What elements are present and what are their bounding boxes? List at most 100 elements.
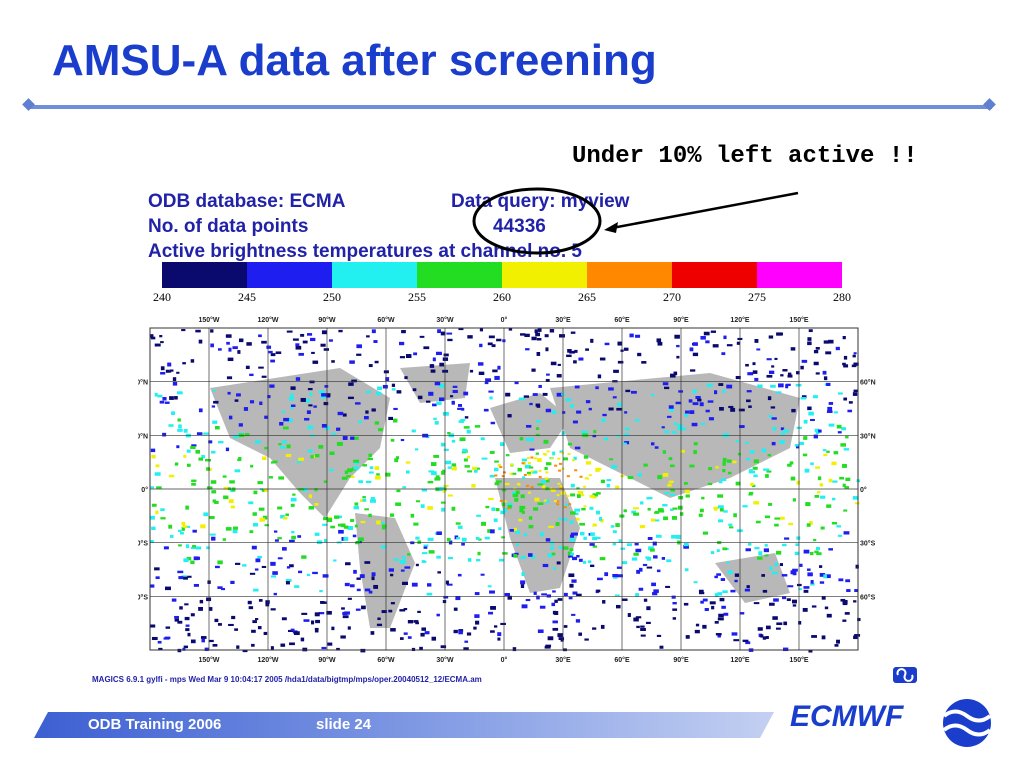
observation-point — [302, 487, 308, 492]
observation-point — [757, 384, 763, 388]
observation-point — [265, 603, 270, 607]
observation-point — [176, 371, 180, 374]
observation-point — [210, 329, 214, 333]
observation-point — [624, 427, 630, 431]
observation-point — [576, 410, 582, 414]
observation-point — [295, 345, 302, 350]
observation-point — [567, 551, 572, 556]
observation-point — [623, 509, 627, 513]
observation-point — [514, 498, 519, 502]
observation-point — [766, 470, 772, 473]
observation-point — [253, 588, 259, 592]
observation-point — [234, 562, 241, 565]
observation-point — [157, 394, 163, 398]
observation-point — [798, 621, 802, 625]
world-map: 150°W150°W120°W120°W90°W90°W60°W60°W30°W… — [138, 316, 876, 664]
observation-point — [816, 491, 821, 494]
observation-point — [502, 471, 506, 474]
observation-point — [799, 563, 803, 567]
observation-point — [608, 387, 614, 391]
observation-point — [451, 463, 457, 467]
observation-point — [546, 373, 550, 376]
observation-point — [769, 602, 775, 606]
observation-point — [718, 613, 724, 618]
observation-point — [308, 494, 312, 499]
database-label: ODB database: ECMA — [148, 191, 346, 212]
observation-point — [789, 461, 794, 465]
observation-point — [286, 418, 293, 423]
observation-point — [599, 357, 606, 361]
observation-point — [654, 511, 660, 514]
annotation-note: Under 10% left active !! — [572, 143, 918, 170]
observation-point — [572, 420, 578, 424]
observation-point — [832, 497, 836, 501]
observation-point — [342, 413, 347, 417]
observation-point — [520, 333, 526, 336]
observation-point — [509, 529, 514, 532]
observation-point — [765, 474, 769, 478]
observation-point — [393, 418, 398, 423]
observation-point — [693, 442, 698, 446]
observation-point — [446, 583, 453, 586]
observation-point — [666, 559, 672, 563]
observation-point — [433, 454, 440, 458]
observation-point — [403, 632, 408, 635]
observation-point — [592, 627, 597, 630]
observation-point — [466, 429, 471, 434]
observation-point — [792, 498, 796, 502]
observation-point — [206, 597, 212, 602]
observation-point — [393, 407, 398, 410]
observation-point — [689, 464, 695, 468]
observation-point — [228, 623, 234, 627]
observation-point — [822, 370, 827, 375]
observation-point — [483, 408, 489, 412]
observation-point — [492, 369, 498, 373]
observation-point — [242, 649, 248, 653]
longitude-label: 120°W — [257, 656, 278, 664]
observation-point — [722, 547, 728, 551]
observation-point — [154, 392, 158, 397]
observation-point — [191, 482, 196, 486]
observation-point — [291, 535, 296, 540]
observation-point — [320, 600, 325, 604]
observation-point — [615, 485, 620, 489]
observation-point — [584, 638, 589, 641]
observation-point — [853, 352, 857, 355]
observation-point — [433, 417, 437, 420]
observation-point — [172, 381, 178, 386]
observation-point — [779, 516, 785, 520]
observation-point — [791, 408, 796, 413]
observation-point — [717, 634, 721, 638]
observation-point — [407, 636, 412, 639]
observation-point — [399, 341, 405, 346]
observation-point — [279, 446, 286, 449]
observation-point — [225, 527, 232, 531]
observation-point — [568, 573, 575, 578]
observation-point — [171, 598, 177, 602]
observation-point — [537, 483, 544, 486]
observation-point — [402, 486, 407, 489]
observation-point — [820, 495, 826, 499]
observation-point — [494, 474, 498, 477]
observation-point — [826, 382, 831, 386]
observation-point — [727, 570, 733, 575]
observation-point — [541, 485, 546, 489]
slide-title: AMSU-A data after screening — [52, 36, 657, 85]
observation-point — [286, 444, 291, 449]
observation-point — [826, 450, 830, 453]
observation-point — [457, 404, 463, 407]
observation-point — [620, 475, 625, 478]
observation-point — [283, 516, 288, 520]
observation-point — [570, 404, 575, 408]
observation-point — [371, 329, 376, 334]
observation-point — [666, 415, 672, 418]
observation-point — [552, 627, 559, 631]
observation-point — [270, 359, 275, 363]
observation-point — [238, 423, 243, 427]
observation-point — [845, 477, 851, 482]
observation-point — [430, 462, 437, 467]
observation-point — [745, 641, 751, 645]
observation-point — [757, 627, 763, 631]
observation-point — [717, 505, 724, 509]
observation-point — [678, 496, 684, 500]
